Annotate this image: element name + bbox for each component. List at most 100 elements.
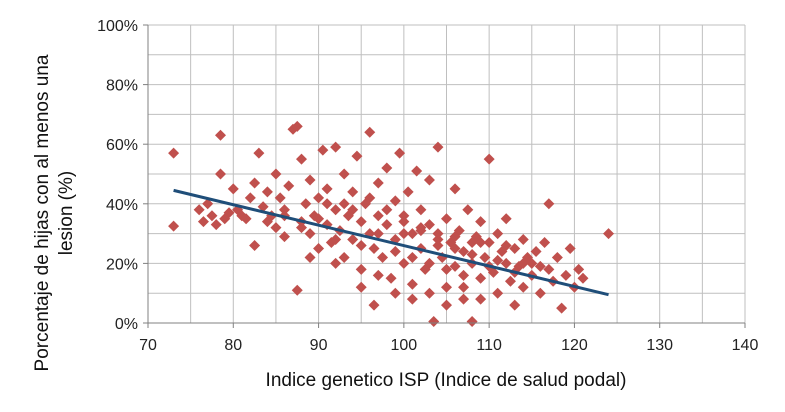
data-point <box>406 293 418 305</box>
data-point <box>347 204 359 216</box>
data-point <box>603 228 615 240</box>
data-point <box>283 180 295 192</box>
data-point <box>321 198 333 210</box>
data-point <box>398 216 410 228</box>
data-point <box>483 153 495 165</box>
y-tick-label: 100% <box>97 18 138 35</box>
data-point <box>458 245 470 257</box>
data-point <box>432 234 444 246</box>
y-tick-label: 80% <box>106 78 138 95</box>
data-point <box>253 147 265 159</box>
data-point <box>355 281 367 293</box>
data-point <box>304 174 316 186</box>
data-point <box>270 168 282 180</box>
data-point <box>313 192 325 204</box>
data-point <box>338 198 350 210</box>
data-point <box>466 237 478 249</box>
grid-lines <box>148 24 746 323</box>
data-point <box>317 144 329 156</box>
data-point <box>296 222 308 234</box>
data-point <box>257 201 269 213</box>
x-tick-label: 120 <box>561 337 588 354</box>
data-point <box>423 257 435 269</box>
data-point <box>210 219 222 231</box>
data-point <box>475 237 487 249</box>
x-tick-label: 110 <box>476 337 502 354</box>
data-point <box>385 272 397 284</box>
data-point <box>278 204 290 216</box>
data-point <box>227 183 239 195</box>
data-point <box>364 192 376 204</box>
data-point <box>492 287 504 299</box>
data-point <box>398 210 410 222</box>
data-point <box>500 257 512 269</box>
data-point <box>517 281 529 293</box>
data-point <box>423 174 435 186</box>
y-tick-label: 60% <box>106 137 138 154</box>
data-point <box>274 192 286 204</box>
y-axis-title-line2: lesion (%) <box>56 171 77 255</box>
data-point <box>423 219 435 231</box>
trendline-group <box>173 188 609 297</box>
data-point <box>377 251 389 263</box>
data-point <box>368 299 380 311</box>
data-point <box>406 278 418 290</box>
data-point <box>398 257 410 269</box>
data-point <box>462 204 474 216</box>
data-point <box>372 228 384 240</box>
data-point <box>475 272 487 284</box>
x-tick-label: 70 <box>139 337 157 354</box>
data-point <box>355 216 367 228</box>
data-point <box>432 240 444 252</box>
data-points <box>168 120 615 328</box>
data-point <box>534 260 546 272</box>
data-point <box>168 147 180 159</box>
data-point <box>381 219 393 231</box>
data-point <box>458 293 470 305</box>
data-point <box>347 234 359 246</box>
data-point <box>296 153 308 165</box>
data-point <box>564 243 576 254</box>
data-point <box>530 245 542 257</box>
data-point <box>432 228 444 240</box>
data-point <box>330 141 342 153</box>
data-point <box>543 263 555 275</box>
x-tick-label: 140 <box>732 337 759 354</box>
data-point <box>389 245 401 257</box>
data-point <box>458 269 470 281</box>
data-point <box>168 220 180 232</box>
data-point <box>406 228 418 240</box>
x-tick-label: 90 <box>310 337 328 354</box>
data-point <box>304 228 316 240</box>
data-point <box>372 210 384 222</box>
data-point <box>411 165 423 177</box>
data-point <box>389 287 401 299</box>
data-point <box>249 177 261 189</box>
data-point <box>475 293 487 305</box>
data-point <box>449 243 461 254</box>
data-point <box>441 263 452 275</box>
x-tick-label: 130 <box>646 337 673 354</box>
data-point <box>534 287 546 299</box>
y-tick-label: 0% <box>115 316 138 333</box>
data-point <box>492 228 504 240</box>
data-point <box>338 251 350 263</box>
data-point <box>517 257 529 269</box>
data-point <box>483 237 495 249</box>
x-axis-title: Indice genetico ISP (Indice de salud pod… <box>266 370 627 391</box>
data-point <box>304 251 316 263</box>
data-point <box>406 251 418 263</box>
data-point <box>458 281 470 293</box>
data-point <box>432 141 444 153</box>
data-point <box>560 269 572 281</box>
data-point <box>338 168 350 180</box>
data-point <box>347 186 359 198</box>
data-point <box>223 207 235 219</box>
data-point <box>415 204 427 216</box>
data-point <box>492 254 504 266</box>
data-point <box>355 240 367 252</box>
y-tick-label: 40% <box>106 197 138 214</box>
data-point <box>509 243 521 254</box>
y-axis-title-line1: Porcentaje de hijas con al menos una <box>32 54 53 371</box>
